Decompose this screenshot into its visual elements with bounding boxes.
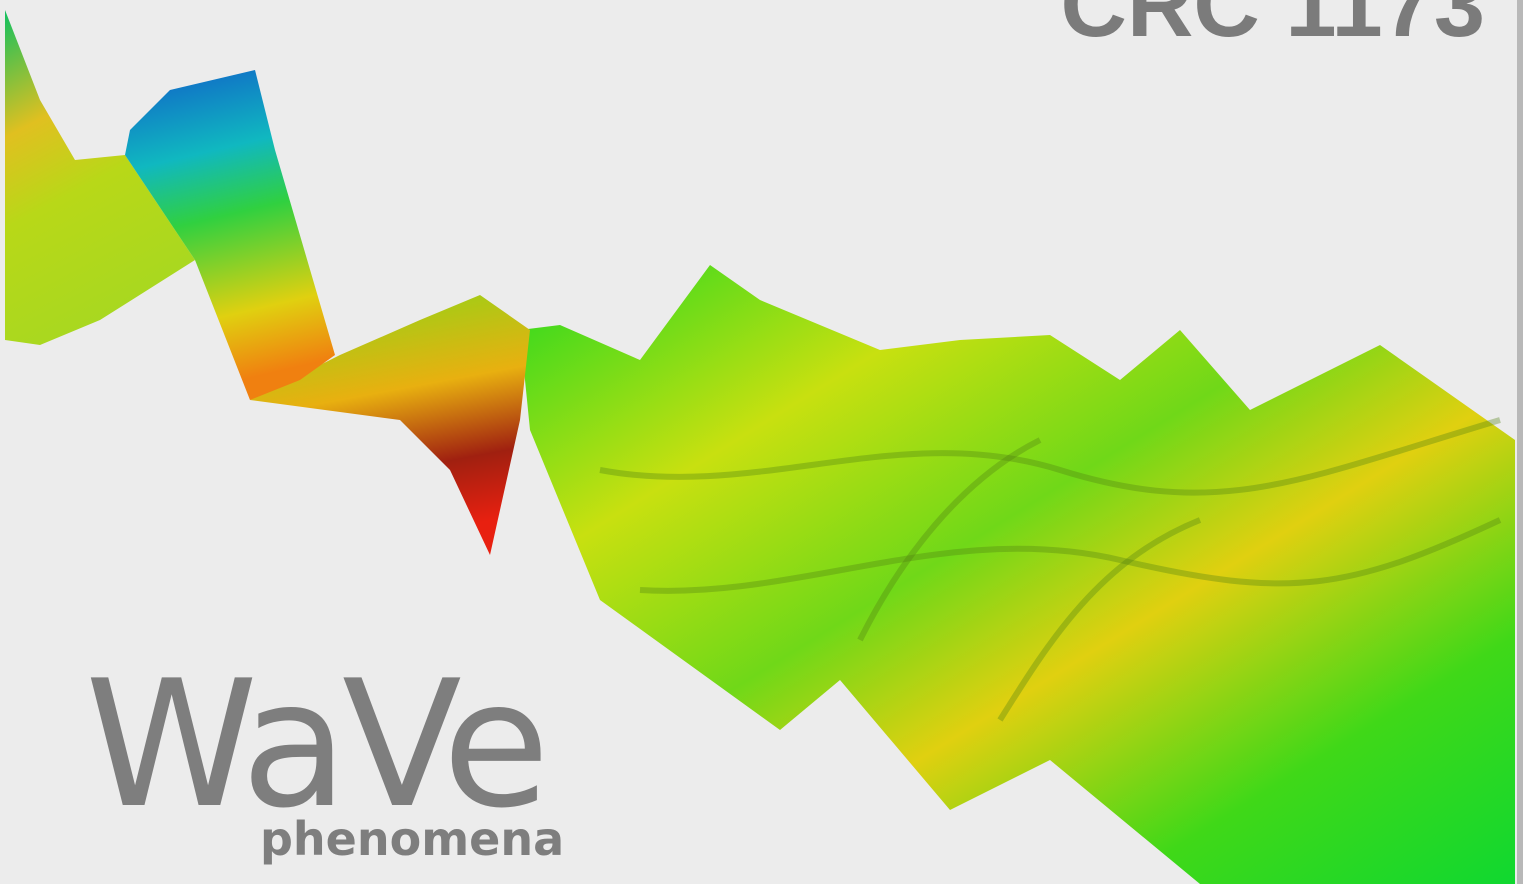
surface-middle bbox=[250, 295, 530, 555]
surface-ridge bbox=[125, 70, 335, 400]
surface-main bbox=[520, 265, 1515, 884]
logo-wordmark: WaVe bbox=[85, 644, 544, 847]
surface-shading bbox=[599, 417, 1502, 722]
logo-tagline: phenomena bbox=[260, 812, 564, 866]
surface-left bbox=[5, 10, 195, 345]
title: CRC 1173 bbox=[1061, 0, 1485, 56]
edge bbox=[1517, 0, 1523, 884]
